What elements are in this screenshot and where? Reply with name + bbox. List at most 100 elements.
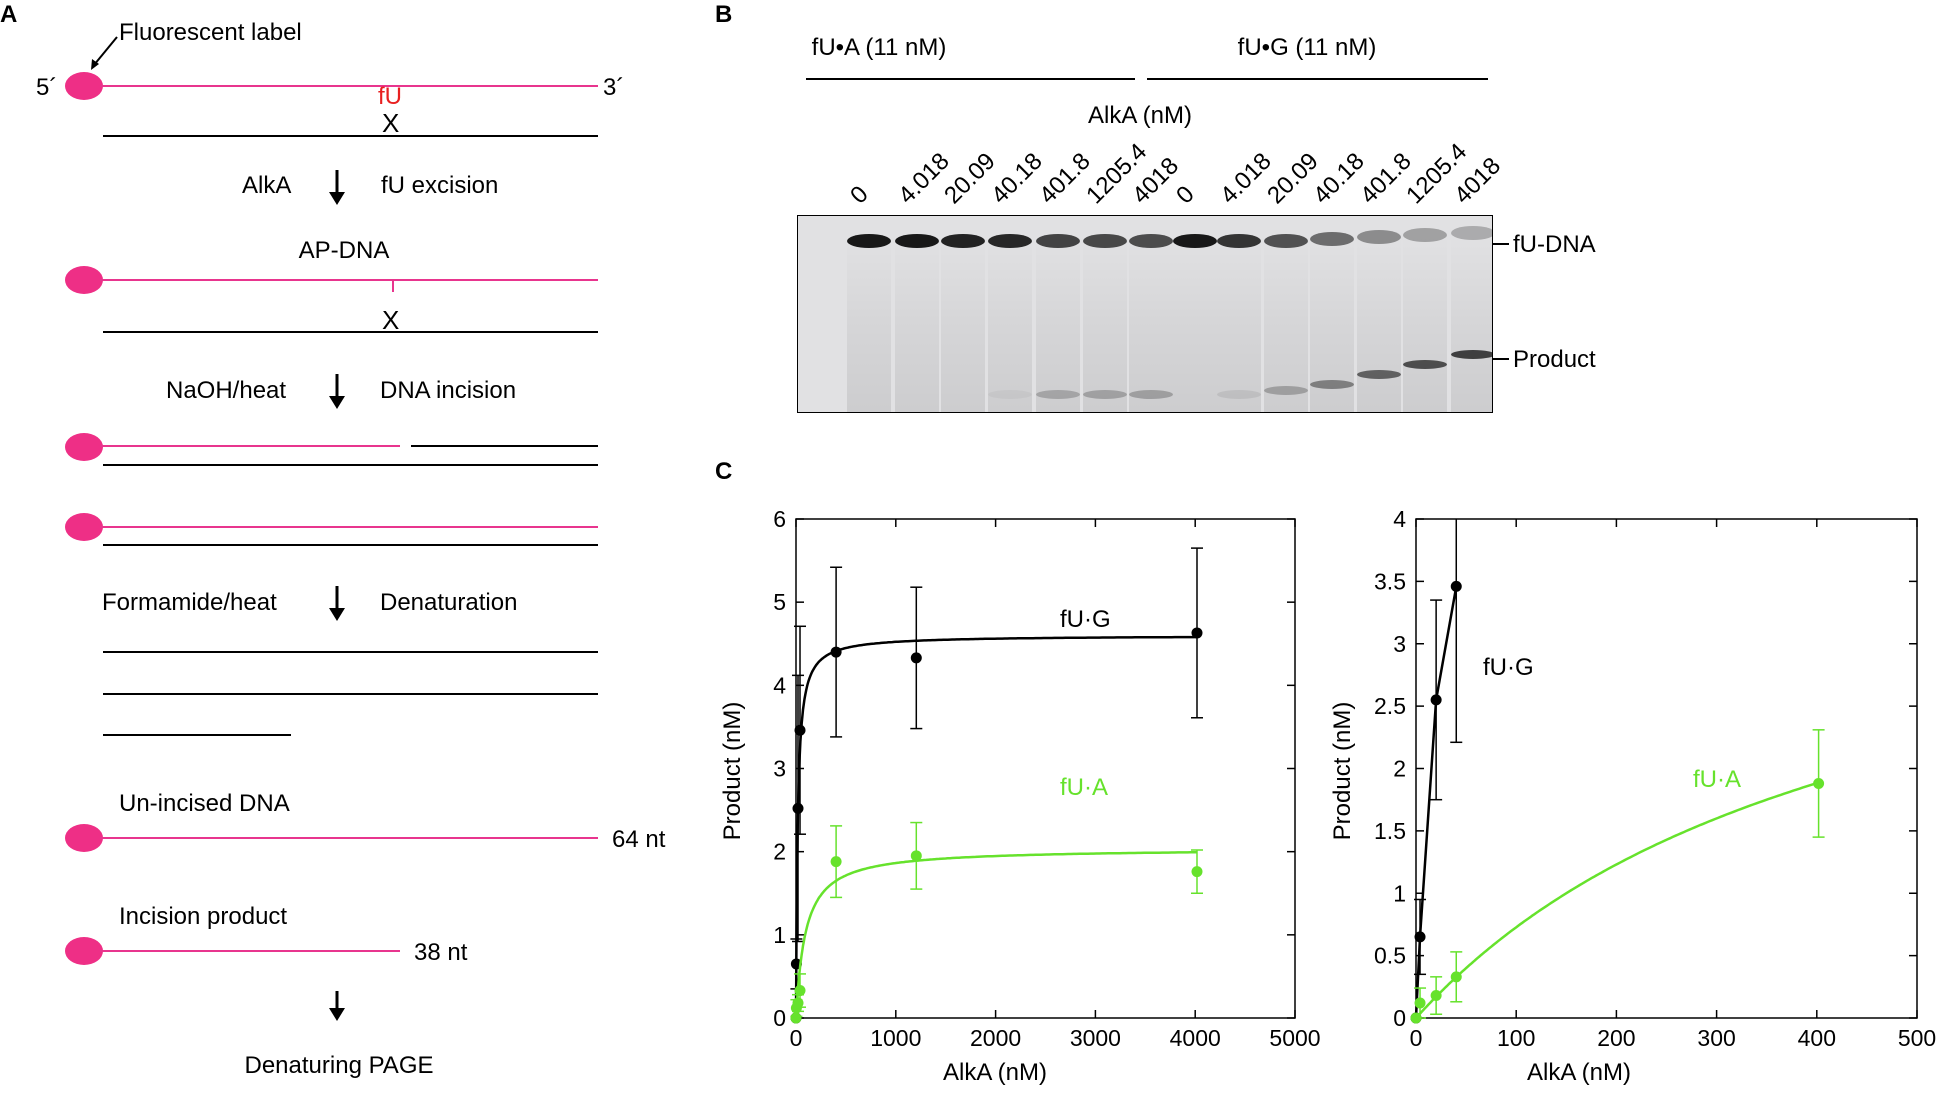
gel-group-fua-label: fU•A (11 nM) [812,34,947,61]
series-fua [1410,729,1825,1024]
substrate-band [1173,234,1217,248]
data-point [790,1012,802,1024]
data-point [1430,990,1442,1002]
chart-right: Product (nM) AlkA (nM) 0 100 200 300 400 500 0… [1329,506,1936,1086]
lane-label: 0 [845,181,874,210]
x-tick-label: 2000 [970,1025,1021,1051]
data-point [830,646,842,658]
product-band [988,390,1032,399]
product-band [1217,390,1261,399]
lane-label: 40.18 [986,148,1048,210]
chart-right-ylabel: Product (nM) [1329,702,1356,841]
down-arrowhead-icon [329,608,345,621]
gel-group-fug-label: fU•G (11 nM) [1238,34,1377,61]
y-tick-label: 2.5 [1374,693,1406,719]
fit-curve [1414,586,1458,1019]
unincised-length: 64 nt [612,826,666,853]
substrate-band [1083,234,1127,248]
substrate-band [1357,230,1401,244]
substrate-band [895,234,939,248]
y-tick-label: 4 [773,672,786,698]
series-fua [790,821,1203,1024]
y-tick-label: 1.5 [1374,818,1406,844]
x-tick-label: 500 [1898,1025,1936,1051]
chart-left: Product (nM) AlkA (nM) 0 1000 2000 3000 4000… [719,506,1321,1086]
y-tick-label: 0 [1393,1005,1406,1031]
panel-a-schematic: A Fluorescent label 5´ 3´ fU X AlkA fU e… [0,1,666,1079]
data-point [830,856,842,868]
series-label-fug: fU·G [1483,654,1534,681]
substrate-band [988,234,1032,248]
abasic-site-mark: X [382,305,399,335]
step2-treatment: NaOH/heat [166,377,286,404]
series-label-fug: fU·G [1060,606,1111,633]
data-point [1430,694,1442,706]
series-label-fua: fU·A [1060,774,1108,801]
fluorophore-dye-icon [65,266,103,294]
product-band-label: Product [1513,346,1596,373]
fit-curve [1415,781,1819,1019]
data-point [910,850,922,862]
lane-label: 4.018 [893,148,955,210]
gel-lane [1036,216,1080,412]
gel-image [797,215,1493,413]
data-point [1813,777,1825,789]
data-point [1450,971,1462,983]
lane-label: 401.8 [1034,148,1096,210]
product-band [1310,380,1354,389]
lane-label: 401.8 [1355,148,1417,210]
lane-label: 4.018 [1215,148,1277,210]
fluorophore-dye-icon [65,72,103,100]
ap-dna-label: AP-DNA [299,237,390,264]
data-point [792,802,804,814]
y-tick-label: 1 [1393,880,1406,906]
gel-lane [1173,216,1217,412]
plot-frame [1415,518,1918,1019]
product-band [1451,350,1492,359]
y-tick-label: 0.5 [1374,943,1406,969]
series-label-fua: fU·A [1693,766,1741,793]
y-tick-label: 3.5 [1374,568,1406,594]
product-band [1264,386,1308,395]
substrate-band-label: fU-DNA [1513,231,1596,258]
y-tick-label: 3 [1393,631,1406,657]
five-prime-label: 5´ [36,74,57,101]
three-prime-label: 3´ [603,74,624,101]
substrate-band [1217,234,1261,248]
gel-band-annotations: fU-DNA Product [1493,231,1596,373]
lane-label: 0 [1171,181,1200,210]
x-tick-label: 100 [1497,1025,1535,1051]
lesion-mark: X [382,108,399,138]
data-point [1414,997,1426,1009]
fluorophore-dye-icon [65,824,103,852]
y-tick-label: 5 [773,589,786,615]
step1-result: fU excision [381,172,498,199]
step3-result: Denaturation [380,589,517,616]
substrate-band [1264,234,1308,248]
plot-frame [795,518,1296,1019]
final-step: Denaturing PAGE [245,1052,434,1079]
lane-label: 20.09 [1262,148,1324,210]
x-tick-label: 400 [1798,1025,1836,1051]
lane-label: 40.18 [1308,148,1370,210]
y-tick-label: 2 [1393,756,1406,782]
fluorescent-label-caption: Fluorescent label [119,19,302,46]
x-tick-label: 3000 [1070,1025,1121,1051]
down-arrowhead-icon [329,1008,345,1021]
y-tick-label: 3 [773,756,786,782]
lane-label: 20.09 [939,148,1001,210]
substrate-band [1036,234,1080,248]
label-pointer-arrowhead-icon [91,59,99,70]
chart-left-xlabel: AlkA (nM) [943,1059,1047,1086]
y-tick-label: 6 [773,506,786,532]
panel-a-label: A [0,1,17,28]
data-point [794,985,806,997]
product-band [1357,370,1401,379]
x-tick-label: 0 [790,1025,803,1051]
product-band [1036,390,1080,399]
y-tick-label: 0 [773,1005,786,1031]
down-arrowhead-icon [329,192,345,205]
x-tick-label: 200 [1597,1025,1635,1051]
